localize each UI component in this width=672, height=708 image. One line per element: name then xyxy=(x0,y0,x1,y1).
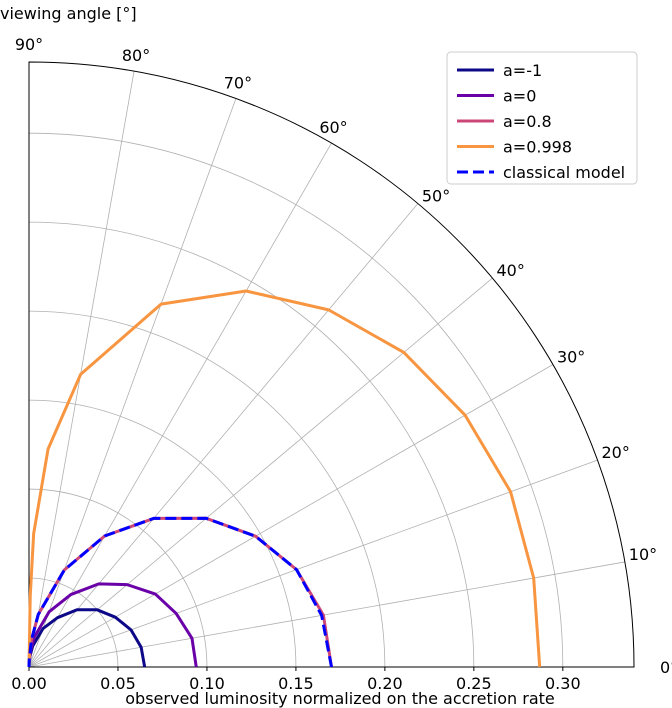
angular-gridline xyxy=(28,459,598,668)
angular-gridline xyxy=(28,364,554,668)
legend-label: a=0.8 xyxy=(503,112,552,131)
radial-gridline xyxy=(28,577,119,668)
legend-box xyxy=(446,51,638,185)
radial-tick-label: 0.10 xyxy=(189,674,225,693)
angular-tick-label: 50° xyxy=(422,187,450,206)
angular-tick-label: 60° xyxy=(319,118,347,137)
radial-gridline xyxy=(28,310,386,668)
radial-tick-label: 0.05 xyxy=(100,674,136,693)
grid-layer xyxy=(28,62,634,668)
radial-tick-label: 0.20 xyxy=(367,674,403,693)
radial-tick-label: 0.30 xyxy=(545,674,581,693)
ticks-layer: 0.00 0.05 0.10 0.15 0.20 0.25 0.30 0° 10° 20° 30° 4… xyxy=(11,35,672,693)
radial-tick-label: 0.00 xyxy=(11,674,47,693)
radial-tick-label: 0.15 xyxy=(278,674,314,693)
angular-axis-label: viewing angle [°] xyxy=(0,4,137,23)
radial-axis-label: observed luminosity normalized on the ac… xyxy=(125,689,554,708)
angular-gridline xyxy=(28,277,493,668)
angular-tick-label: 70° xyxy=(224,73,252,92)
angular-gridline xyxy=(28,71,135,668)
legend-label: classical model xyxy=(503,163,625,182)
angular-tick-label: 40° xyxy=(496,261,524,280)
legend: a=-1 a=0 a=0.8 a=0.998 classical model xyxy=(446,51,638,185)
angular-tick-label: 0° xyxy=(660,658,672,677)
angular-tick-label: 30° xyxy=(557,348,585,367)
radial-gridline xyxy=(28,399,297,668)
angular-tick-label: 80° xyxy=(122,46,150,65)
axis-layer xyxy=(28,61,635,668)
series-line xyxy=(27,289,542,668)
angular-gridline xyxy=(28,203,419,668)
series-layer xyxy=(27,289,542,668)
angular-tick-label: 20° xyxy=(602,443,630,462)
radial-gridline xyxy=(28,132,564,668)
radial-gridline xyxy=(28,221,475,668)
radial-gridline xyxy=(28,488,208,668)
angular-tick-label: 10° xyxy=(629,545,657,564)
angular-gridline xyxy=(28,98,237,668)
legend-label: a=-1 xyxy=(503,61,542,80)
plot-frame xyxy=(28,61,635,668)
angular-gridline xyxy=(28,561,625,668)
angular-tick-label: 90° xyxy=(15,35,43,54)
angular-gridline xyxy=(28,142,332,668)
series-line xyxy=(27,516,333,668)
legend-label: a=0.998 xyxy=(503,138,572,157)
legend-label: a=0 xyxy=(503,87,536,106)
radial-tick-label: 0.25 xyxy=(456,674,492,693)
